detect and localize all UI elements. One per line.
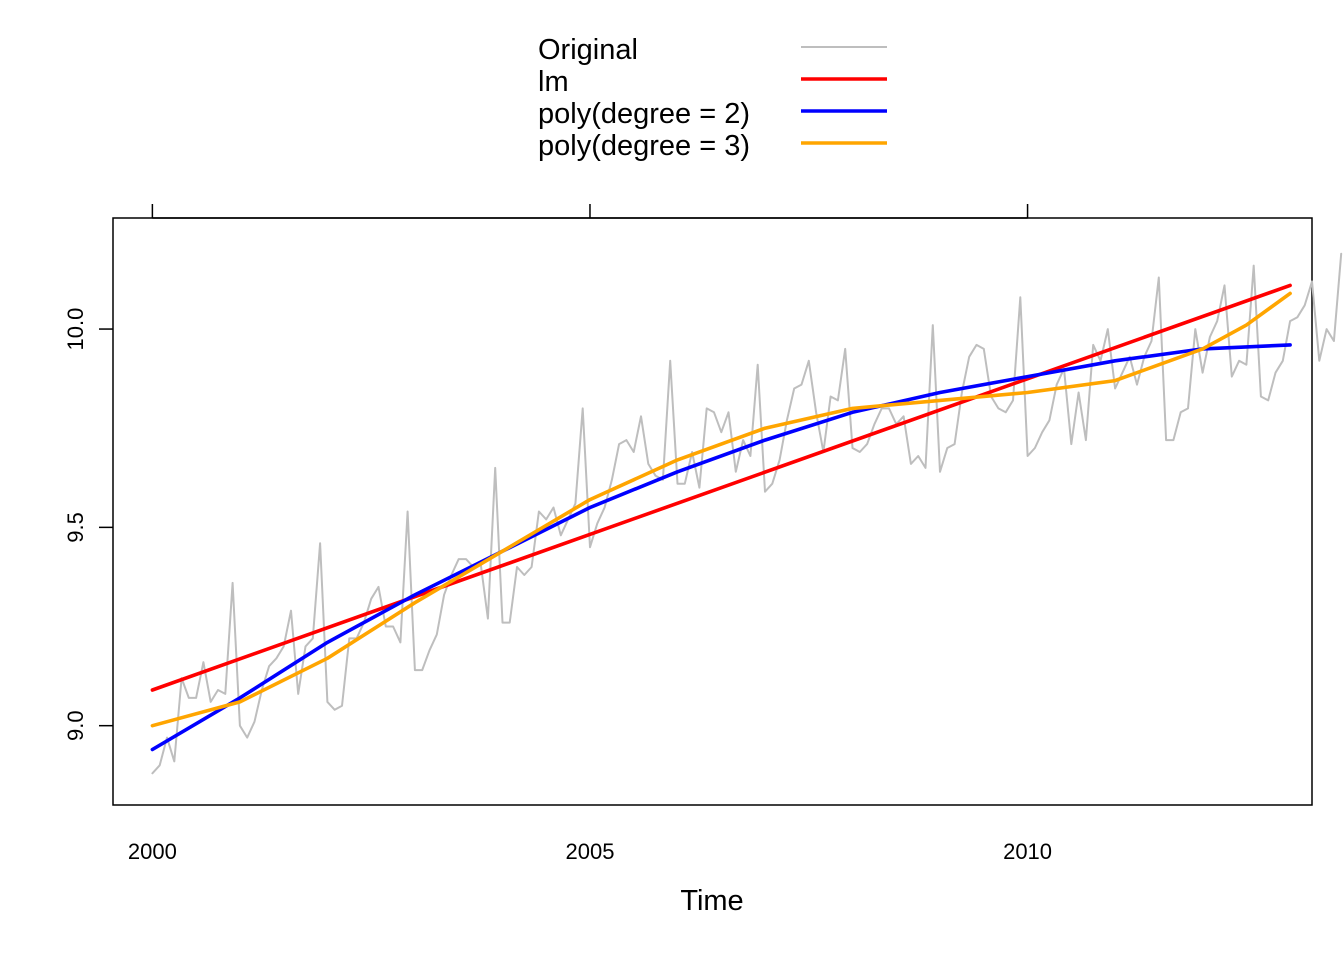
series-line-poly-degree-3 <box>150 291 1292 728</box>
series-line-lm <box>150 283 1292 692</box>
x-tick-label: 2000 <box>128 839 177 864</box>
legend-label: poly(degree = 2) <box>538 98 750 130</box>
legend-label: poly(degree = 3) <box>538 130 750 162</box>
series-layer <box>150 252 1343 775</box>
x-tick-label: 2005 <box>565 839 614 864</box>
x-axis-label: Time <box>680 885 743 917</box>
series-line-poly-degree-2 <box>150 343 1292 752</box>
y-tick-label: 10.0 <box>63 308 88 351</box>
axes: 2000 2005 2010 9.0 9.5 10.0 <box>63 204 1052 864</box>
x-tick-label: 2010 <box>1003 839 1052 864</box>
plot-area-frame <box>112 217 1313 806</box>
y-tick-label: 9.5 <box>63 512 88 543</box>
y-tick-label: 9.0 <box>63 710 88 741</box>
legend-label: Original <box>538 34 638 66</box>
legend-label: lm <box>538 66 569 98</box>
